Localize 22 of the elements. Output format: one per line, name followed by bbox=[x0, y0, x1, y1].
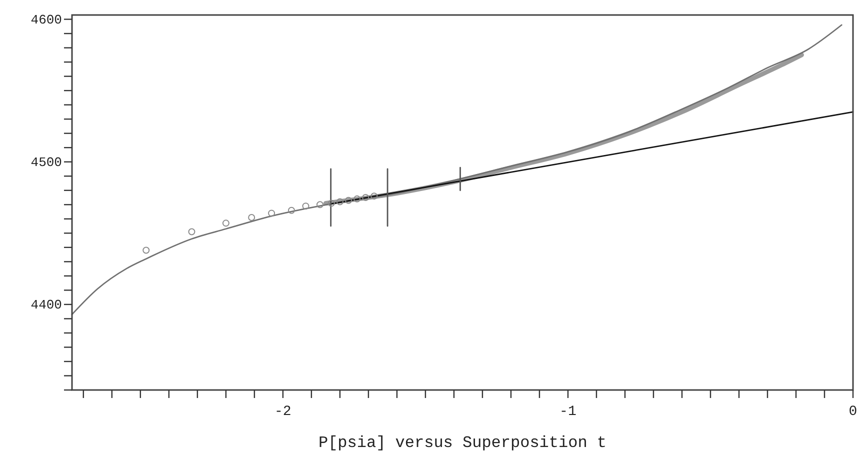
point bbox=[354, 195, 361, 202]
y-tick-label: 4400 bbox=[30, 297, 62, 312]
point bbox=[268, 210, 276, 217]
point bbox=[370, 192, 378, 200]
x-tick-label: 0 bbox=[848, 404, 858, 420]
point bbox=[362, 194, 370, 202]
point bbox=[248, 214, 256, 221]
x-tick-label: -1 bbox=[560, 404, 576, 420]
point bbox=[142, 246, 150, 254]
point bbox=[188, 228, 196, 236]
line-series bbox=[71, 24, 842, 316]
y-tick-label: 4500 bbox=[30, 154, 62, 170]
point bbox=[336, 198, 344, 206]
y-tick-label: 4600 bbox=[30, 12, 62, 28]
point bbox=[302, 202, 310, 210]
point bbox=[344, 196, 352, 204]
x-axis-title: P[psia] versus Superposition t bbox=[318, 434, 607, 452]
point bbox=[316, 201, 324, 208]
point bbox=[222, 220, 230, 227]
point bbox=[288, 206, 295, 214]
point bbox=[328, 200, 335, 207]
x-tick-label: -2 bbox=[274, 404, 292, 420]
